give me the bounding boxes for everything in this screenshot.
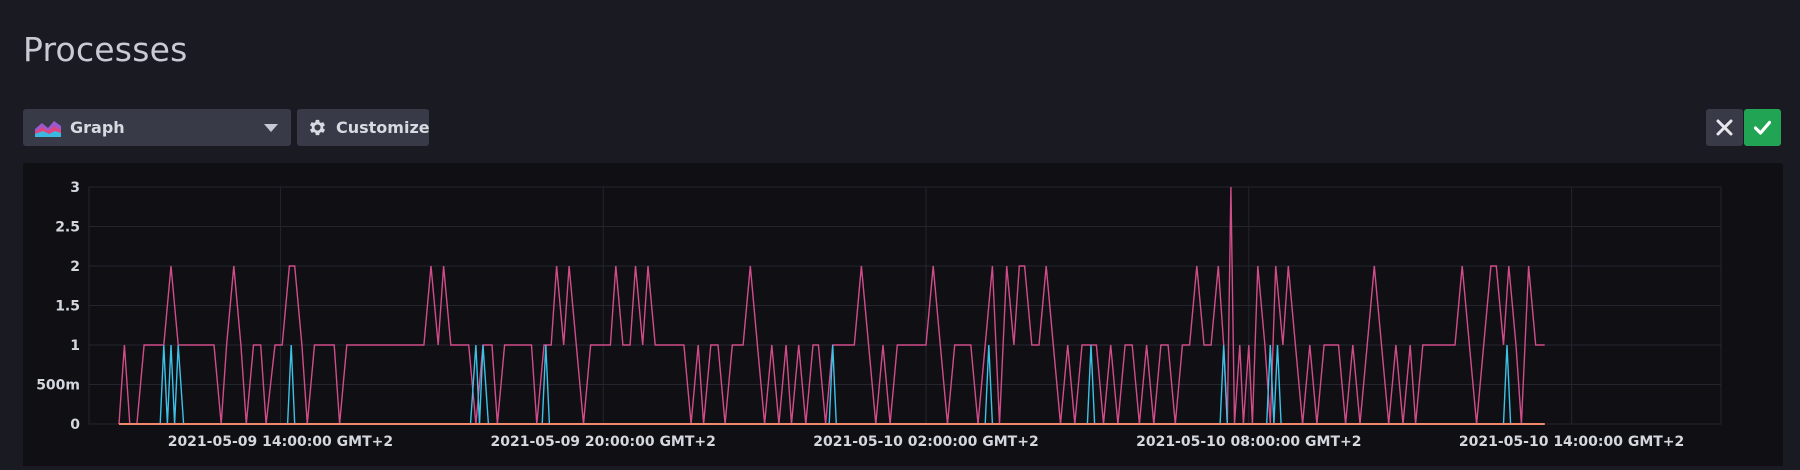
y-tick-label: 0 xyxy=(70,417,80,433)
visualization-type-select[interactable]: Graph xyxy=(23,109,291,146)
check-icon xyxy=(1754,120,1771,135)
customize-button[interactable]: Customize xyxy=(297,109,430,146)
visualization-type-label: Graph xyxy=(70,118,125,137)
chart-series xyxy=(118,186,1545,425)
y-tick-label: 1.5 xyxy=(55,299,80,315)
chevron-down-icon xyxy=(264,124,278,132)
y-tick-label: 1 xyxy=(70,338,80,354)
series-line-1 xyxy=(118,186,1545,425)
x-tick-label: 2021-05-09 20:00:00 GMT+2 xyxy=(491,434,716,450)
confirm-button[interactable] xyxy=(1744,109,1781,146)
customize-label: Customize xyxy=(336,118,430,137)
page-title: Processes xyxy=(23,30,188,69)
x-axis: 2021-05-09 14:00:00 GMT+2 2021-05-09 20:0… xyxy=(168,434,1685,450)
x-tick-label: 2021-05-10 08:00:00 GMT+2 xyxy=(1136,434,1361,450)
y-axis: 0 500m 1 1.5 2 2.5 3 xyxy=(36,180,80,433)
y-tick-label: 3 xyxy=(70,180,80,196)
cancel-button[interactable] xyxy=(1706,109,1743,146)
y-tick-label: 500m xyxy=(36,378,80,394)
x-tick-label: 2021-05-10 14:00:00 GMT+2 xyxy=(1459,434,1684,450)
graph-chart-icon xyxy=(35,121,61,137)
x-tick-label: 2021-05-09 14:00:00 GMT+2 xyxy=(168,434,393,450)
y-tick-label: 2.5 xyxy=(55,220,80,236)
x-tick-label: 2021-05-10 02:00:00 GMT+2 xyxy=(813,434,1038,450)
chart-grid xyxy=(88,186,1722,425)
gear-icon xyxy=(309,119,326,136)
close-icon xyxy=(1716,119,1733,136)
y-tick-label: 2 xyxy=(70,259,80,275)
process-line-chart[interactable]: 0 500m 1 1.5 2 2.5 3 2021-05-09 14:00:00 GMT+2… xyxy=(23,163,1783,466)
graph-panel: 0 500m 1 1.5 2 2.5 3 2021-05-09 14:00:00 GMT+2… xyxy=(23,163,1783,466)
toolbar: Graph Customize xyxy=(23,109,1783,146)
series-line-2 xyxy=(119,344,1545,425)
